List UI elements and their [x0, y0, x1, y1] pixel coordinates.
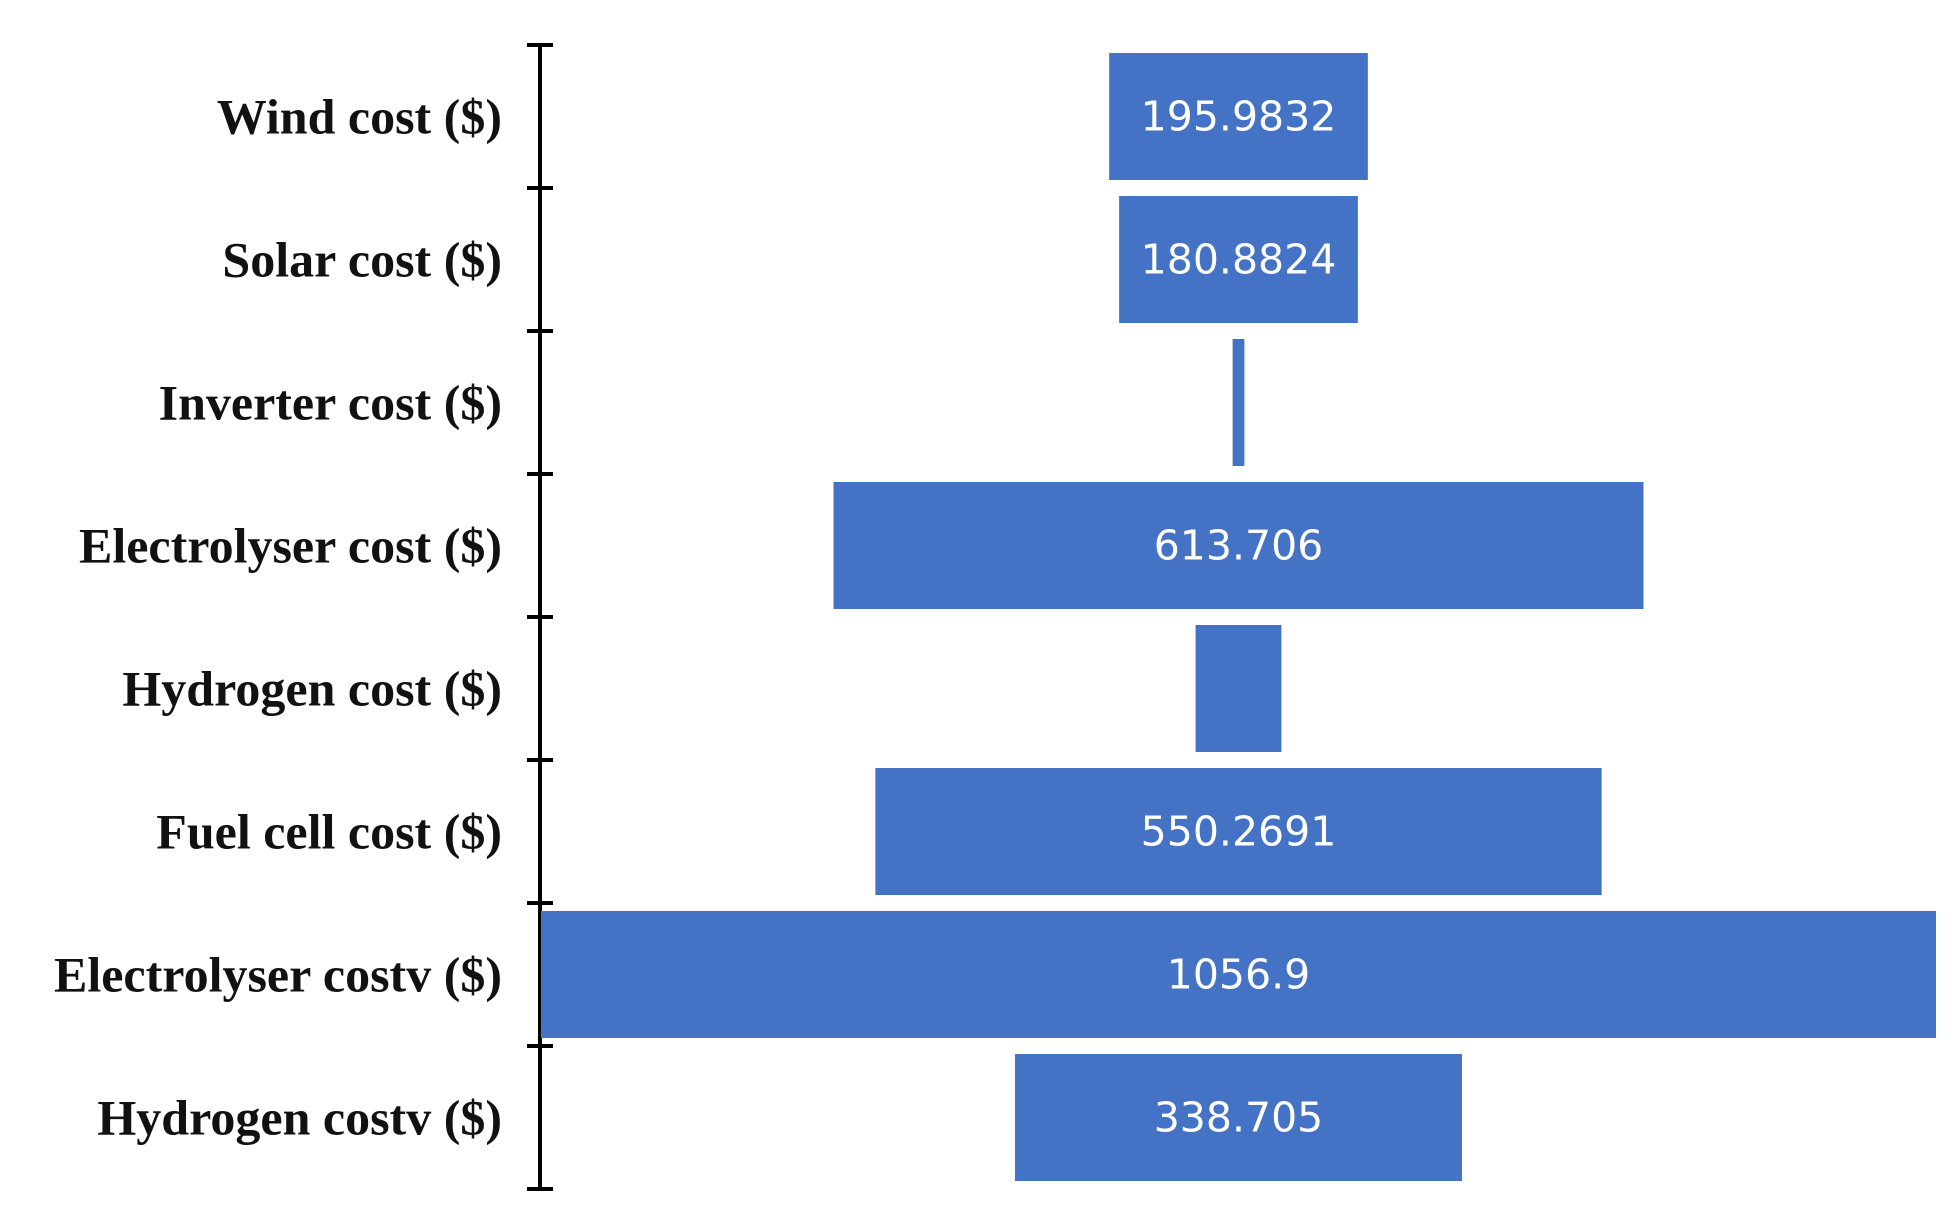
category-label: Inverter cost ($)	[159, 375, 502, 431]
bar	[541, 911, 1936, 1038]
bar	[1119, 196, 1358, 323]
bar	[1109, 53, 1368, 180]
data-label: 550.2691	[1141, 808, 1337, 856]
category-label: Solar cost ($)	[222, 232, 502, 288]
bar	[1232, 339, 1245, 466]
data-label: 195.9832	[1141, 93, 1337, 141]
category-label: Electrolyser cost ($)	[79, 518, 502, 574]
bar	[833, 482, 1644, 609]
category-label: Electrolyser costv ($)	[54, 947, 502, 1003]
bar	[875, 768, 1602, 895]
data-label: 180.8824	[1141, 236, 1337, 284]
category-label: Hydrogen costv ($)	[97, 1090, 502, 1146]
data-label: 338.705	[1154, 1094, 1324, 1142]
category-label: Fuel cell cost ($)	[156, 804, 502, 860]
labels-group: Wind cost ($) 195.9832 Solar cost ($) 180.8…	[54, 89, 1336, 1146]
category-label: Hydrogen cost ($)	[122, 661, 502, 717]
bar	[1195, 625, 1282, 752]
bar	[1014, 1054, 1463, 1181]
bars-group	[541, 53, 1936, 1181]
data-label: 1056.9	[1167, 951, 1310, 999]
category-axis	[527, 43, 553, 1191]
category-label: Wind cost ($)	[217, 89, 502, 145]
data-label: 613.706	[1154, 522, 1324, 570]
